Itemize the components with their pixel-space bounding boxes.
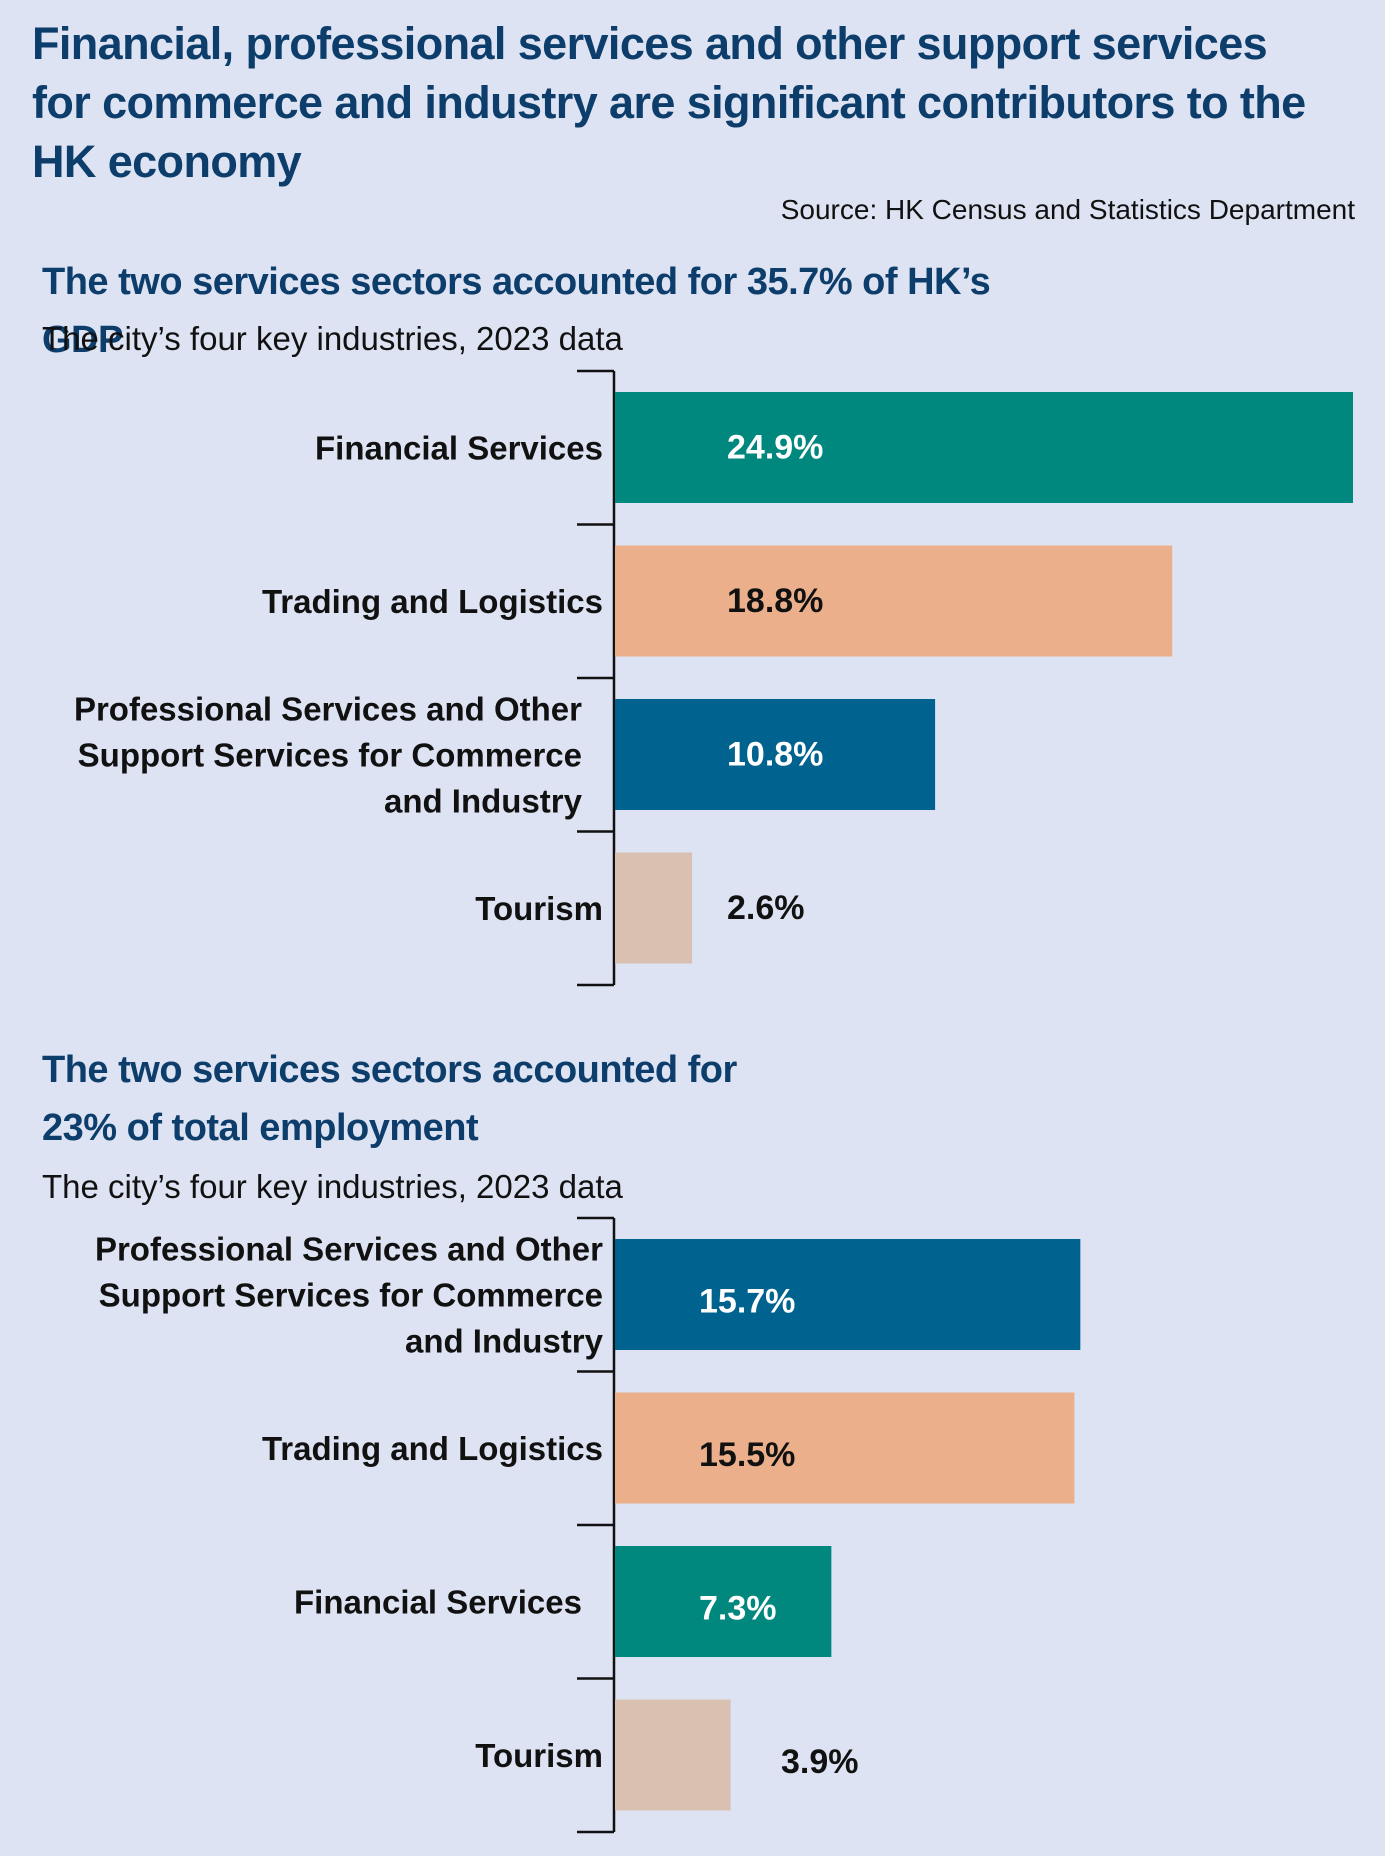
gdp-category-label: Financial Services bbox=[315, 430, 603, 467]
gdp-category-label: Professional Services and Other bbox=[74, 691, 582, 728]
gdp-category-label: Trading and Logistics bbox=[262, 583, 603, 620]
employment-bar bbox=[615, 1239, 1081, 1350]
gdp-bar bbox=[615, 852, 693, 964]
employment-chart-title-line-1: The two services sectors accounted for bbox=[42, 1049, 737, 1091]
employment-category-label: Trading and Logistics bbox=[262, 1430, 603, 1467]
employment-category-label: Financial Services bbox=[294, 1584, 582, 1621]
gdp-bar bbox=[615, 392, 1353, 503]
main-title: Financial, professional services and oth… bbox=[32, 18, 1306, 187]
gdp-bar bbox=[615, 545, 1173, 657]
gdp-chart-subtitle: The city’s four key industries, 2023 dat… bbox=[42, 320, 623, 357]
gdp-value-label: 24.9% bbox=[727, 429, 823, 467]
employment-value-label: 15.7% bbox=[699, 1283, 795, 1321]
gdp-value-label: 18.8% bbox=[727, 582, 823, 620]
employment-bar bbox=[615, 1546, 832, 1657]
gdp-category-label: Tourism bbox=[475, 890, 603, 927]
employment-category-label: Tourism bbox=[475, 1737, 603, 1774]
employment-category-label: Support Services for Commerce bbox=[99, 1277, 603, 1314]
employment-category-label: Professional Services and Other bbox=[95, 1231, 603, 1268]
employment-value-label: 7.3% bbox=[699, 1590, 777, 1628]
gdp-bar bbox=[615, 699, 936, 810]
employment-chart-subtitle: The city’s four key industries, 2023 dat… bbox=[42, 1168, 623, 1205]
gdp-chart-title: The two services sectors accounted for 3… bbox=[42, 261, 991, 361]
source-note: Source: HK Census and Statistics Departm… bbox=[780, 194, 1355, 225]
gdp-value-label: 2.6% bbox=[727, 889, 805, 927]
employment-category-label: and Industry bbox=[405, 1323, 604, 1360]
employment-chart-title: The two services sectors accounted for 2… bbox=[42, 1041, 1042, 1157]
employment-value-label: 3.9% bbox=[781, 1743, 859, 1781]
employment-bar bbox=[615, 1699, 731, 1811]
gdp-value-label: 10.8% bbox=[727, 736, 823, 774]
employment-chart-title-line-2: 23% of total employment bbox=[42, 1107, 479, 1149]
employment-value-label: 15.5% bbox=[699, 1436, 795, 1474]
gdp-category-label: and Industry bbox=[384, 783, 583, 820]
employment-bar-chart: 15.7% Professional Services and Other Supp… bbox=[95, 1216, 1081, 1834]
gdp-bar-chart: 24.9% Financial Services 18.8% Trading and … bbox=[74, 369, 1353, 987]
employment-bar bbox=[615, 1392, 1075, 1504]
gdp-category-label: Support Services for Commerce bbox=[78, 737, 582, 774]
